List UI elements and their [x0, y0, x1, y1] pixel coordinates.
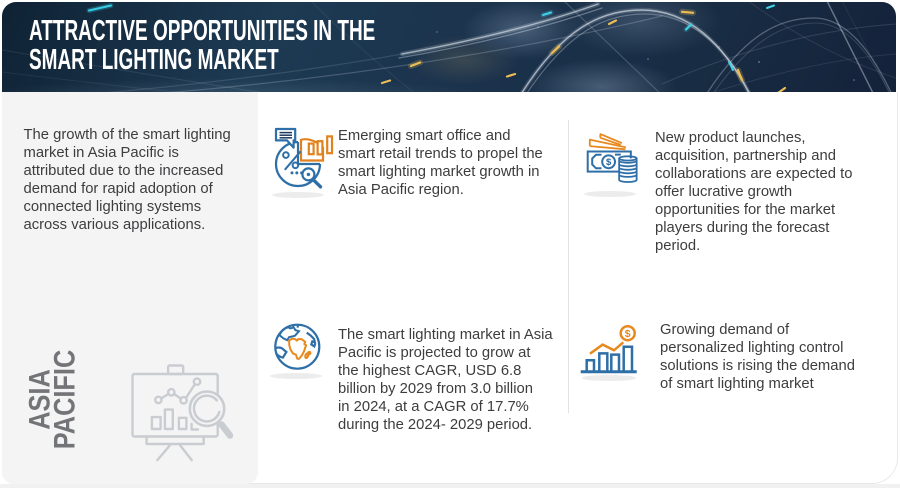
svg-text:$: $: [606, 157, 612, 168]
svg-text:$: $: [625, 328, 631, 340]
